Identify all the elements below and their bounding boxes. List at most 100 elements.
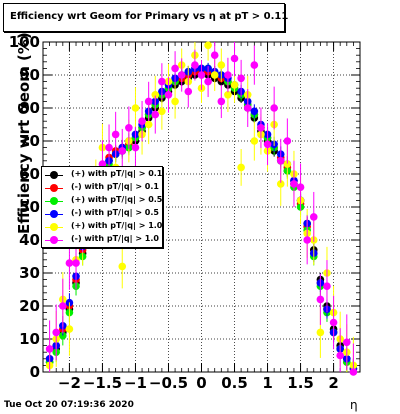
data-point <box>217 61 226 69</box>
x-tick-label: 1.5 <box>287 374 314 392</box>
y-tick-label: 0 <box>30 363 40 381</box>
data-point <box>65 325 74 333</box>
x-tick-label: −0.5 <box>149 374 188 392</box>
data-point <box>204 41 212 50</box>
data-point <box>349 368 358 376</box>
data-point <box>164 91 173 99</box>
legend-label: (+) with pT/|q| > 0.1 <box>71 169 163 178</box>
y-tick-label: 60 <box>19 165 40 183</box>
legend-marker <box>50 210 58 218</box>
data-point <box>296 183 305 191</box>
data-point <box>52 328 61 337</box>
data-point <box>191 61 199 69</box>
data-point <box>237 163 245 172</box>
data-point <box>230 54 239 63</box>
data-point <box>131 143 140 152</box>
y-tick-label: 10 <box>19 330 40 348</box>
data-point <box>171 64 179 73</box>
data-point <box>118 147 127 155</box>
y-tick-label: 40 <box>19 231 40 249</box>
legend: (+) with pT/|q| > 0.1 (-) with pT/|q| > 0… <box>41 166 163 248</box>
data-point <box>204 77 212 86</box>
x-tick-label: 0.5 <box>221 374 248 392</box>
chart-title: Efficiency wrt Geom for Primary vs η at … <box>10 11 289 22</box>
data-point <box>144 120 153 129</box>
x-tick-label: 0 <box>196 374 206 392</box>
x-tick-label: −1.5 <box>83 374 122 392</box>
data-point <box>151 110 160 119</box>
data-point <box>171 97 179 106</box>
x-tick-label: 1 <box>262 374 272 392</box>
data-point <box>131 104 140 112</box>
data-point <box>309 213 318 221</box>
data-point <box>283 137 292 145</box>
data-point <box>283 160 292 168</box>
timestamp: Tue Oct 20 07:19:36 2020 <box>4 400 134 410</box>
y-tick-label: 100 <box>9 33 40 51</box>
data-point <box>290 180 298 188</box>
data-point <box>177 71 186 79</box>
legend-entry: (-) with pT/|q| > 0.1 <box>42 182 162 195</box>
data-point <box>257 124 265 132</box>
legend-label: (+) with pT/|q| > 0.5 <box>71 195 163 204</box>
legend-entry: (+) with pT/|q| > 0.5 <box>42 195 162 208</box>
data-point <box>125 124 133 132</box>
y-axis-title: Efficiency wrt Geom (%) <box>15 32 33 234</box>
data-point <box>263 140 272 149</box>
legend-entry: (+) with pT/|q| > 0.1 <box>42 169 162 182</box>
y-tick-label: 20 <box>19 297 40 315</box>
data-point <box>210 71 219 79</box>
data-point <box>217 97 226 106</box>
legend-marker <box>50 184 58 192</box>
data-layer <box>45 41 358 376</box>
legend-label: (+) with pT/|q| > 1.0 <box>71 221 163 230</box>
data-point <box>144 97 153 106</box>
title-box: Efficiency wrt Geom for Primary vs η at … <box>3 3 289 32</box>
legend-label: (-) with pT/|q| > 0.5 <box>71 208 159 217</box>
series-5 <box>45 42 358 376</box>
data-point <box>224 91 232 99</box>
data-point <box>316 295 325 304</box>
data-point <box>197 71 206 79</box>
data-point <box>250 137 259 145</box>
legend-label: (-) with pT/|q| > 0.1 <box>71 182 159 191</box>
y-tick-label: 30 <box>19 264 40 282</box>
data-point <box>158 107 166 116</box>
data-point <box>276 157 285 165</box>
legend-marker <box>50 197 58 205</box>
data-point <box>105 143 113 152</box>
data-point <box>184 87 193 96</box>
data-point <box>270 104 278 112</box>
data-point <box>237 74 245 83</box>
data-point <box>303 236 311 244</box>
data-point <box>316 328 325 337</box>
data-point <box>230 81 239 89</box>
legend-marker <box>50 236 58 244</box>
x-tick-label: −1 <box>124 374 147 392</box>
data-point <box>45 345 54 353</box>
data-point <box>329 318 338 327</box>
data-point <box>138 117 146 125</box>
data-point <box>59 331 67 340</box>
data-point <box>243 104 252 112</box>
data-point <box>323 282 331 291</box>
data-point <box>250 107 259 116</box>
x-tick-label: −2 <box>58 374 81 392</box>
y-tick-label: 90 <box>19 66 40 84</box>
legend-label: (-) with pT/|q| > 1.0 <box>71 234 159 243</box>
data-point <box>151 91 160 99</box>
data-point <box>336 351 344 360</box>
data-point <box>342 338 351 347</box>
legend-marker <box>50 171 58 179</box>
data-point <box>210 51 219 59</box>
axis-ticks: −2 −1.5 −1 −0.5 0 0.5 1 1.5 20102030405060708090… <box>9 33 361 392</box>
x-axis-title: η <box>350 398 358 412</box>
data-point <box>72 259 80 267</box>
x-tick-label: 2 <box>328 374 338 392</box>
data-point <box>118 262 127 271</box>
data-point <box>59 302 67 310</box>
data-point <box>224 71 232 79</box>
data-point <box>250 61 259 69</box>
y-tick-label: 50 <box>19 198 40 216</box>
